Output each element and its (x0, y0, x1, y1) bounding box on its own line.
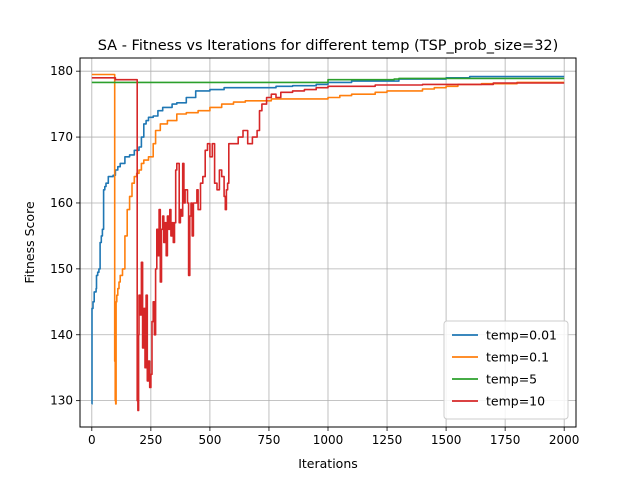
y-tick-label: 160 (50, 196, 73, 210)
x-tick-label: 1250 (372, 433, 403, 447)
y-tick-label: 140 (50, 328, 73, 342)
chart-title: SA - Fitness vs Iterations for different… (98, 38, 559, 54)
series-line-1 (91, 73, 565, 405)
x-tick-label: 1750 (490, 433, 521, 447)
legend: temp=0.01 temp=0.1 temp=5 temp=10 (443, 320, 569, 420)
y-tick-label: 130 (50, 394, 73, 408)
x-tick-label: 0 (88, 433, 96, 447)
x-tick-label: 750 (257, 433, 280, 447)
x-tick-label: 2000 (549, 433, 580, 447)
y-tick-label: 170 (50, 130, 73, 144)
axis-ticks: 0 250 500 750 1000 1250 1500 1750 2000 130 140 150 1… (50, 64, 579, 447)
series-lines (91, 73, 565, 412)
legend-box (443, 320, 569, 420)
x-tick-label: 250 (139, 433, 162, 447)
x-tick-label: 1500 (431, 433, 462, 447)
legend-label-2: temp=5 (486, 372, 537, 387)
y-axis-label: Fitness Score (22, 201, 37, 284)
x-tick-label: 500 (198, 433, 221, 447)
y-tick-label: 180 (50, 64, 73, 78)
y-tick-label: 150 (50, 262, 73, 276)
legend-label-1: temp=0.1 (486, 350, 549, 365)
x-axis-label: Iterations (298, 456, 358, 471)
x-tick-label: 1000 (313, 433, 344, 447)
legend-label-3: temp=10 (486, 394, 545, 409)
series-line-0 (91, 75, 565, 405)
series-line-2 (91, 77, 565, 84)
series-line-3 (91, 77, 565, 412)
legend-label-0: temp=0.01 (486, 328, 557, 343)
